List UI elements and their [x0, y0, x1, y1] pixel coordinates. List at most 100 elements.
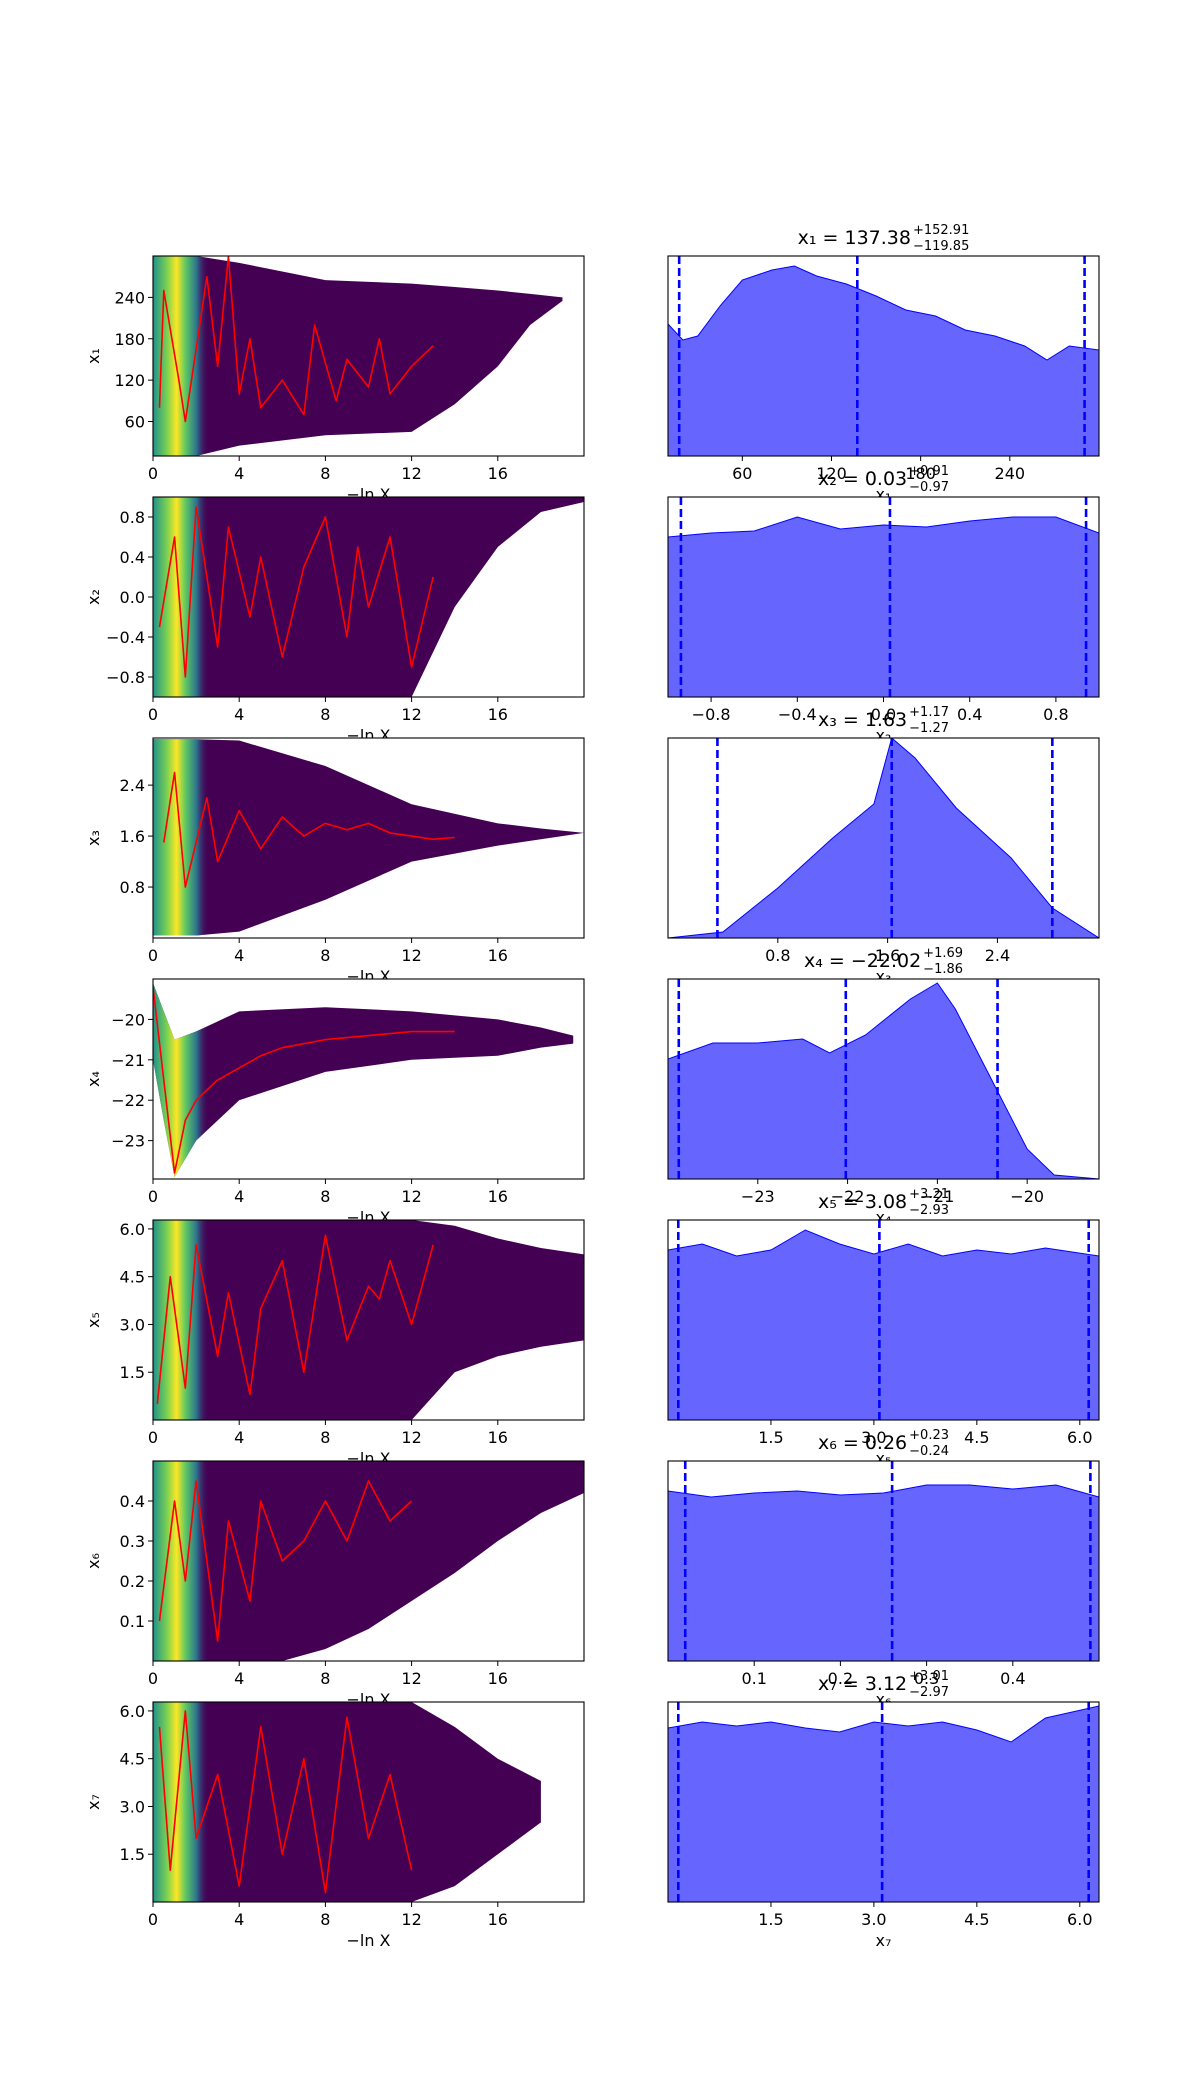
- panel-title: x₃ = 1.63: [818, 709, 907, 731]
- x-tick-label: 8: [320, 1910, 330, 1929]
- x-tick-label: 0: [148, 1187, 158, 1206]
- trace-line: [153, 986, 455, 1174]
- y-tick-label: −20: [111, 1010, 145, 1029]
- density-area: [668, 1705, 1099, 1902]
- x-tick-label: 6.0: [1067, 1428, 1092, 1447]
- y-tick-label: 0.8: [120, 878, 145, 897]
- sample-cloud: [153, 256, 563, 456]
- axes-frame: [667, 1219, 1100, 1421]
- y-tick-label: 4.5: [120, 1268, 145, 1287]
- y-tick-label: 1.5: [120, 1845, 145, 1864]
- x-tick-label: 0: [148, 1669, 158, 1688]
- sample-cloud: [153, 739, 584, 936]
- y-axis-label: x₂: [84, 589, 103, 605]
- y-tick-label: −0.8: [106, 668, 145, 687]
- x-tick-label: 3.0: [861, 1910, 886, 1929]
- panel-title: x₆ = 0.26: [818, 1432, 907, 1454]
- x-tick-label: 16: [488, 464, 508, 483]
- x-tick-label: 0.1: [741, 1669, 766, 1688]
- plot-area: [668, 738, 1099, 938]
- x-tick-label: 8: [320, 1428, 330, 1447]
- y-axis-label: x₇: [84, 1794, 103, 1810]
- panel-title: x₇ = 3.12: [818, 1673, 907, 1695]
- density-area: [668, 1484, 1099, 1661]
- weight-gradient: [153, 1461, 210, 1661]
- x-tick-label: 8: [320, 1187, 330, 1206]
- plot-area: [153, 497, 584, 697]
- y-tick-label: 3.0: [120, 1315, 145, 1334]
- y-axis-label: x₅: [84, 1312, 103, 1328]
- plot-area: [153, 739, 584, 936]
- title-lower-error: −0.97: [909, 480, 949, 495]
- title-lower-error: −1.86: [923, 962, 963, 977]
- sample-cloud: [153, 497, 584, 697]
- x-tick-label: 16: [488, 1669, 508, 1688]
- plot-area: [668, 1229, 1099, 1420]
- x-tick-label: 4: [234, 1669, 244, 1688]
- x-tick-label: 60: [732, 464, 752, 483]
- title-lower-error: −0.24: [909, 1444, 949, 1459]
- x-tick-label: 120: [816, 464, 847, 483]
- x-tick-label: −23: [741, 1187, 775, 1206]
- trace-line: [162, 771, 455, 888]
- x-tick-label: −0.4: [778, 705, 817, 724]
- x-tick-label: 4: [234, 705, 244, 724]
- panel-title: x₅ = 3.08: [818, 1191, 907, 1213]
- title-lower-error: −2.97: [909, 1685, 949, 1700]
- x-tick-label: 0.2: [828, 1669, 853, 1688]
- x-tick-label: 0: [148, 946, 158, 965]
- x-tick-label: 4: [234, 1910, 244, 1929]
- axes-frame: [667, 1460, 1100, 1662]
- y-tick-label: −22: [111, 1091, 145, 1110]
- x-tick-label: 0: [148, 705, 158, 724]
- y-tick-label: 120: [114, 371, 145, 390]
- x-tick-label: 4: [234, 946, 244, 965]
- plot-area: [668, 516, 1099, 697]
- axes-frame: [667, 978, 1100, 1180]
- x-tick-label: 16: [488, 946, 508, 965]
- x-tick-label: 8: [320, 946, 330, 965]
- x-tick-label: −22: [831, 1187, 865, 1206]
- y-tick-label: 0.2: [120, 1572, 145, 1591]
- x-tick-label: 4: [234, 1187, 244, 1206]
- title-upper-error: +1.69: [923, 946, 963, 961]
- x-tick-label: 12: [401, 1669, 421, 1688]
- weight-gradient: [153, 256, 210, 456]
- panel-title: x₂ = 0.03: [818, 468, 907, 490]
- axes-frame: [152, 978, 585, 1180]
- x-tick-label: 16: [488, 1910, 508, 1929]
- y-tick-label: 0.4: [120, 548, 145, 567]
- plot-area: [153, 1461, 584, 1661]
- title-lower-error: −119.85: [913, 239, 969, 254]
- y-tick-label: 6.0: [120, 1702, 145, 1721]
- title-lower-error: −1.27: [909, 721, 949, 736]
- x-tick-label: 0.8: [1043, 705, 1068, 724]
- x-tick-label: 0.0: [871, 705, 896, 724]
- y-tick-label: 3.0: [120, 1797, 145, 1816]
- title-upper-error: +152.91: [913, 223, 969, 238]
- x-tick-label: 12: [401, 1428, 421, 1447]
- x-tick-label: 3.0: [861, 1428, 886, 1447]
- x-tick-label: 16: [488, 705, 508, 724]
- x-tick-label: 1.6: [875, 946, 900, 965]
- axes-frame: [152, 255, 585, 457]
- y-tick-label: 180: [114, 330, 145, 349]
- weight-gradient: [153, 497, 210, 697]
- x-tick-label: 240: [995, 464, 1026, 483]
- y-axis-label: x₁: [84, 348, 103, 364]
- x-tick-label: 16: [488, 1187, 508, 1206]
- density-area: [668, 265, 1099, 456]
- density-area: [668, 738, 1099, 938]
- plot-area: [668, 1484, 1099, 1661]
- title-upper-error: +0.91: [909, 464, 949, 479]
- trace-line: [158, 1480, 413, 1642]
- x-tick-label: 12: [401, 1910, 421, 1929]
- trace-line: [158, 256, 434, 423]
- y-tick-label: 0.3: [120, 1532, 145, 1551]
- x-tick-label: 1.5: [758, 1428, 783, 1447]
- y-tick-label: 60: [125, 413, 145, 432]
- plot-area: [668, 265, 1099, 456]
- weight-gradient: [153, 1702, 210, 1902]
- sample-cloud: [153, 1220, 584, 1420]
